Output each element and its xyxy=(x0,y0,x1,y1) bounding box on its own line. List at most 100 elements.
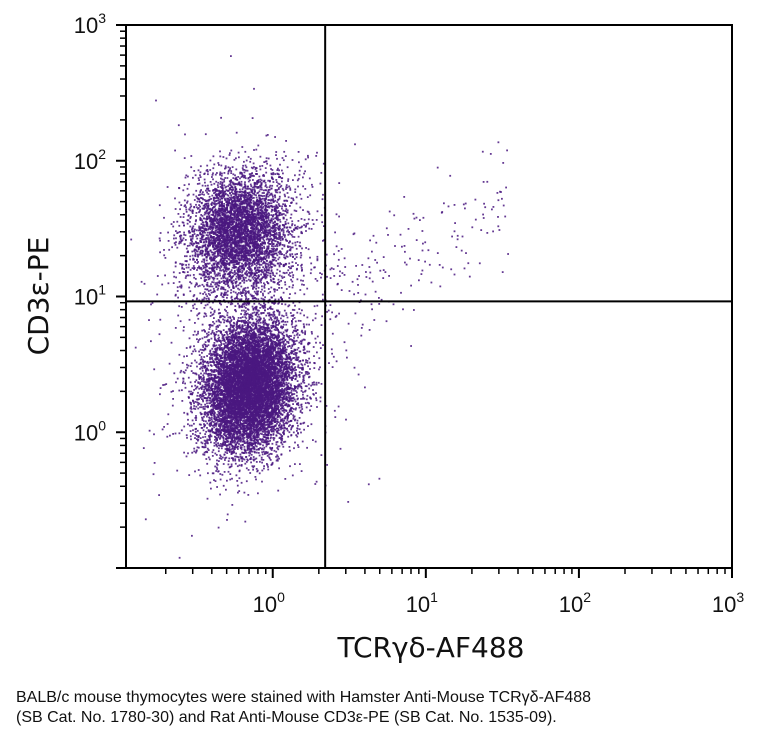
event-dot xyxy=(200,423,202,426)
event-dot xyxy=(265,409,268,412)
event-dot xyxy=(288,338,291,341)
event-dot xyxy=(273,359,276,362)
event-dot xyxy=(278,347,281,350)
event-dot xyxy=(210,424,213,427)
event-dot xyxy=(314,337,317,340)
event-dot xyxy=(269,447,272,450)
event-dot xyxy=(301,309,303,312)
event-dot xyxy=(216,462,218,465)
event-dot xyxy=(298,341,301,344)
event-dot xyxy=(280,365,283,368)
event-dot xyxy=(304,330,307,333)
event-dot xyxy=(255,457,258,460)
event-dot xyxy=(261,433,263,435)
event-dot xyxy=(211,369,214,372)
event-dot xyxy=(207,331,210,334)
event-dot xyxy=(276,316,278,319)
event-dot xyxy=(211,455,214,457)
event-dot xyxy=(245,298,247,301)
event-dot xyxy=(228,449,231,452)
event-dot xyxy=(215,425,217,427)
event-dot xyxy=(255,441,257,444)
event-dot xyxy=(202,399,204,401)
event-dot xyxy=(320,324,323,326)
event-dot xyxy=(282,357,285,360)
event-dot xyxy=(206,380,209,383)
event-dot xyxy=(259,383,262,386)
event-dot xyxy=(268,457,271,460)
event-dot xyxy=(275,394,277,397)
event-dot xyxy=(268,351,271,353)
event-dot xyxy=(202,429,205,432)
event-dot xyxy=(249,410,252,412)
event-dot xyxy=(289,449,291,452)
event-dot xyxy=(254,443,256,446)
event-dot xyxy=(247,425,249,428)
event-dot xyxy=(179,320,182,323)
event-dot xyxy=(218,324,221,327)
event-dot xyxy=(209,389,211,392)
event-dot xyxy=(223,407,225,410)
event-dot xyxy=(237,491,239,494)
event-dot xyxy=(235,344,238,347)
event-dot xyxy=(225,356,228,359)
event-dot xyxy=(258,316,261,318)
event-dot xyxy=(281,387,283,390)
event-dot xyxy=(265,431,268,433)
event-dot xyxy=(216,459,218,462)
event-dot xyxy=(257,313,260,316)
event-dot xyxy=(208,411,211,413)
event-dot xyxy=(197,469,200,471)
event-dot xyxy=(241,456,244,459)
event-dot xyxy=(234,382,237,385)
event-dot xyxy=(245,304,248,306)
event-dot xyxy=(194,384,197,387)
event-dot xyxy=(287,345,289,348)
event-dot xyxy=(259,324,261,327)
event-dot xyxy=(215,430,218,432)
event-dot xyxy=(263,401,266,403)
event-dot xyxy=(264,332,267,335)
event-dot xyxy=(207,333,210,336)
event-dot xyxy=(306,394,309,397)
event-dot xyxy=(293,363,296,365)
event-dot xyxy=(195,435,198,437)
event-dot xyxy=(220,366,222,368)
event-dot xyxy=(207,456,210,459)
event-dot xyxy=(188,424,191,427)
event-dot xyxy=(234,430,237,432)
event-dot xyxy=(267,402,270,405)
event-dot xyxy=(208,416,210,419)
event-dot xyxy=(187,376,190,379)
event-dot xyxy=(295,369,297,371)
event-dot xyxy=(239,372,242,375)
event-dot xyxy=(253,434,255,437)
event-dot xyxy=(228,428,231,431)
event-dot xyxy=(218,447,220,450)
event-dot xyxy=(244,302,247,305)
event-dot xyxy=(292,363,295,366)
event-dot xyxy=(258,330,261,332)
event-dot xyxy=(292,414,295,417)
event-dot xyxy=(244,450,247,453)
event-dot xyxy=(224,331,227,333)
event-dot xyxy=(263,356,266,359)
event-dot xyxy=(284,344,286,347)
event-dot xyxy=(198,395,201,397)
event-dot xyxy=(207,344,210,347)
event-dot xyxy=(248,411,251,414)
event-dot xyxy=(238,337,241,339)
event-dot xyxy=(244,339,247,341)
event-dot xyxy=(283,391,286,394)
event-dot xyxy=(213,344,216,346)
event-dot xyxy=(202,436,204,439)
event-dot xyxy=(273,437,276,439)
event-dot xyxy=(260,440,263,443)
event-dot xyxy=(276,441,279,443)
event-dot xyxy=(261,305,264,308)
event-dot xyxy=(234,424,237,427)
event-dot xyxy=(276,414,279,417)
event-dot xyxy=(219,376,221,379)
event-dot xyxy=(239,440,242,443)
event-dot xyxy=(215,396,217,399)
